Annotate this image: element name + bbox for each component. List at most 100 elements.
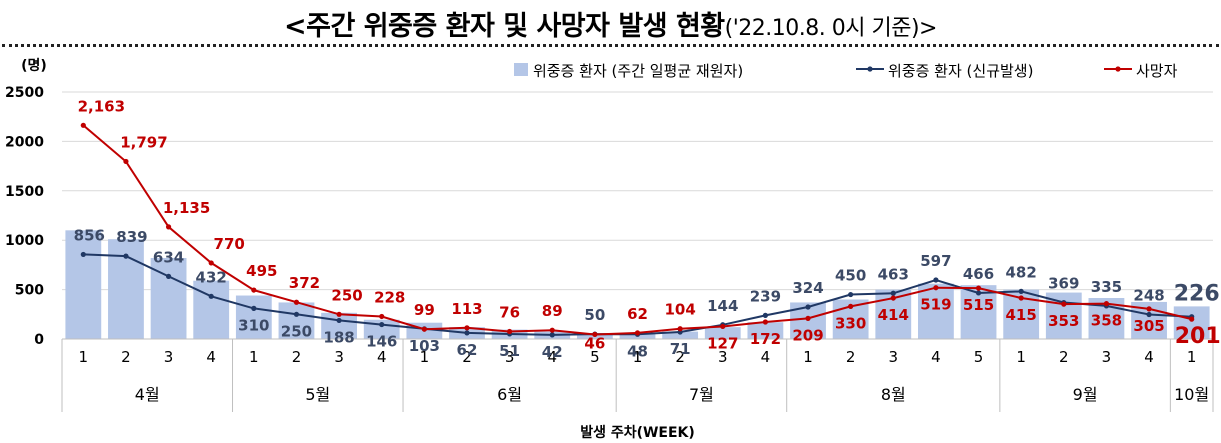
new-severe-data-label: 50 <box>584 306 605 324</box>
deaths-data-label: 358 <box>1091 312 1122 330</box>
week-tick-label: 4 <box>547 348 557 366</box>
new-severe-point <box>805 304 811 310</box>
new-severe-point <box>848 291 854 298</box>
new-severe-data-label: 42 <box>542 343 563 361</box>
new-severe-data-label: 144 <box>707 297 738 315</box>
deaths-point <box>1146 306 1152 312</box>
new-severe-data-label: 856 <box>74 226 105 244</box>
month-label: 9월 <box>1073 385 1098 404</box>
deaths-point <box>890 295 896 301</box>
deaths-data-label: 770 <box>214 235 245 253</box>
deaths-data-label: 250 <box>331 286 362 304</box>
month-label: 6월 <box>497 385 522 404</box>
week-tick-label: 2 <box>846 348 856 366</box>
week-tick-label: 2 <box>675 348 685 366</box>
week-tick-label: 2 <box>462 348 472 366</box>
bar-inpatient <box>747 322 784 339</box>
deaths-data-label: 330 <box>835 314 866 332</box>
deaths-data-label: 1,797 <box>120 133 167 151</box>
new-severe-data-label: 48 <box>627 342 648 360</box>
new-severe-data-label: 248 <box>1133 286 1164 304</box>
new-severe-point <box>165 273 172 279</box>
week-tick-label: 3 <box>889 348 899 366</box>
legend-marker-new-severe <box>867 66 873 72</box>
deaths-point <box>549 327 555 333</box>
legend-label-bar: 위중증 환자 (주간 일평균 재원자) <box>533 62 743 80</box>
x-axis-title: 발생 주차(WEEK) <box>580 424 695 441</box>
week-tick-label: 2 <box>121 348 131 366</box>
bar-inpatient <box>704 327 741 339</box>
deaths-point <box>123 158 129 165</box>
new-severe-data-label: 226 <box>1174 282 1220 307</box>
bar-inpatient <box>65 230 102 339</box>
new-severe-data-label: 597 <box>920 252 951 270</box>
week-tick-label: 4 <box>761 348 771 366</box>
deaths-data-label: 515 <box>963 296 994 314</box>
week-tick-label: 1 <box>249 348 259 366</box>
new-severe-point <box>933 277 939 283</box>
week-tick-label: 2 <box>292 348 302 366</box>
legend-marker-deaths <box>1115 66 1121 72</box>
deaths-data-label: 209 <box>792 326 823 344</box>
new-severe-point <box>762 312 768 318</box>
week-tick-label: 3 <box>1102 348 1112 366</box>
deaths-data-label: 104 <box>664 301 695 319</box>
new-severe-point <box>975 290 982 296</box>
deaths-data-label: 372 <box>289 274 320 292</box>
deaths-data-label: 76 <box>499 303 520 321</box>
deaths-point <box>165 224 172 230</box>
deaths-point <box>933 285 939 291</box>
new-severe-data-label: 146 <box>366 333 397 351</box>
month-label: 7월 <box>689 385 714 404</box>
data-labels: 856 839 634 432 310 250 188 146 103 62 51 42 50 48 71 1… <box>74 97 1221 361</box>
deaths-point <box>1103 301 1110 307</box>
week-tick-label: 1 <box>633 348 643 366</box>
line-series <box>80 122 1195 338</box>
bar-inpatient <box>918 283 954 339</box>
new-severe-point <box>80 251 86 258</box>
deaths-point <box>208 260 214 266</box>
legend-label-deaths: 사망자 <box>1136 62 1178 80</box>
new-severe-point <box>1146 311 1152 318</box>
deaths-data-label: 1,135 <box>163 199 210 217</box>
new-severe-data-label: 369 <box>1048 275 1079 293</box>
new-severe-point <box>379 321 385 328</box>
new-severe-data-label: 250 <box>281 322 312 340</box>
deaths-point <box>762 319 768 325</box>
deaths-point <box>1189 316 1195 322</box>
week-tick-label: 4 <box>377 348 387 366</box>
chart-title-sub: ('22.10.8. 0시 기준)> <box>724 16 938 41</box>
deaths-data-label: 99 <box>414 301 435 319</box>
deaths-data-label: 495 <box>246 262 277 280</box>
deaths-point <box>975 285 982 291</box>
week-tick-label: 4 <box>1144 348 1154 366</box>
deaths-point <box>421 326 427 332</box>
deaths-data-label: 414 <box>878 306 909 324</box>
deaths-data-label: 172 <box>750 330 781 348</box>
new-severe-data-label: 466 <box>963 265 994 283</box>
week-tick-label: 3 <box>334 348 344 366</box>
deaths-data-label: 46 <box>584 334 605 352</box>
month-label: 10월 <box>1174 385 1209 404</box>
deaths-point <box>1061 301 1067 307</box>
new-severe-point <box>1018 288 1024 294</box>
deaths-data-label: 127 <box>707 334 738 352</box>
deaths-data-label: 62 <box>627 305 648 323</box>
y-tick-label: 1000 <box>5 233 44 249</box>
week-tick-label: 2 <box>1059 348 1069 366</box>
deaths-data-label: 2,163 <box>78 97 125 115</box>
deaths-data-label: 228 <box>374 288 405 306</box>
week-tick-label: 3 <box>164 348 174 366</box>
new-severe-data-label: 450 <box>835 267 866 285</box>
deaths-point <box>336 311 342 317</box>
bar-inpatient <box>278 302 315 339</box>
bar-inpatient <box>321 312 357 339</box>
week-tick-label: 4 <box>206 348 216 366</box>
y-unit-label: (명) <box>21 57 47 74</box>
week-tick-label: 3 <box>505 348 515 366</box>
y-tick-label: 0 <box>34 332 44 348</box>
new-severe-data-label: 310 <box>238 316 269 334</box>
new-severe-data-label: 839 <box>116 228 147 246</box>
